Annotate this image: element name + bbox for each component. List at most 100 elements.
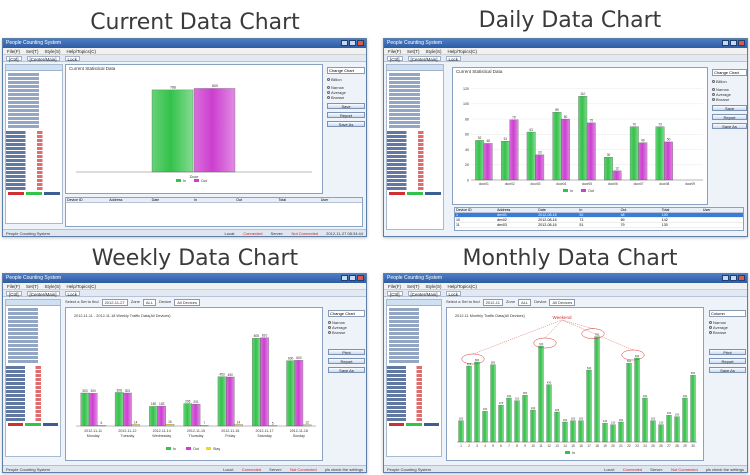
option-narrow[interactable]: Narrow (328, 320, 365, 325)
category-label: 24 (643, 444, 647, 448)
minimize-icon[interactable] (341, 40, 348, 46)
category-label: Thursday (189, 434, 204, 438)
chart-type-select[interactable]: Change Chart (328, 310, 365, 317)
tab-lock[interactable]: Lock (64, 291, 81, 297)
option-browse[interactable]: Browse (712, 97, 747, 102)
menu-file[interactable]: File(F) (388, 49, 401, 54)
chart-type-select[interactable]: Change Chart (327, 67, 365, 74)
close-icon[interactable] (357, 40, 364, 46)
report-button[interactable]: Report (709, 358, 746, 364)
window-title: People Counting System (387, 40, 443, 46)
data-label: 63 (529, 128, 533, 132)
tab-center[interactable]: [Center/Main] (26, 56, 60, 62)
menu-set[interactable]: Set(T) (407, 284, 420, 289)
data-label: 80 (564, 115, 568, 119)
chart-type-select[interactable]: Column (709, 310, 746, 317)
close-icon[interactable] (738, 275, 745, 281)
minimize-icon[interactable] (722, 275, 729, 281)
menu-style[interactable]: Style(S) (425, 49, 442, 54)
option-narrow[interactable]: Narrow (709, 320, 746, 325)
option-browse[interactable]: Browse (327, 95, 365, 100)
device-select[interactable]: All Devices (549, 298, 576, 306)
option-average[interactable]: Average (328, 325, 365, 330)
maximize-icon[interactable] (730, 40, 737, 46)
close-icon[interactable] (357, 275, 364, 281)
tab-ctrl[interactable]: [Ctrl] (6, 291, 22, 297)
bar-in (682, 397, 688, 443)
category-label: door05 (582, 182, 592, 186)
option-browse[interactable]: Browse (709, 330, 746, 335)
device-select[interactable]: All Devices (174, 298, 201, 306)
date-picker[interactable]: 2012-11-27 (101, 298, 128, 306)
category-label: 12 (547, 444, 551, 448)
option-average[interactable]: Average (712, 92, 747, 97)
data-label: 600 (475, 358, 480, 362)
device-tree-sidebar[interactable] (5, 299, 61, 457)
chart-type-select[interactable]: Change Chart (712, 69, 747, 76)
bar-out (561, 118, 570, 181)
print-button[interactable]: Print (328, 349, 365, 355)
save-as-button[interactable]: Save As (328, 367, 365, 373)
category-label: 20 (611, 444, 615, 448)
tab-lock[interactable]: Lock (445, 56, 462, 62)
tab-lock[interactable]: Lock (445, 291, 462, 297)
month-picker[interactable]: 2012-11 (482, 298, 503, 306)
maximize-icon[interactable] (349, 275, 356, 281)
menu-style[interactable]: Style(S) (425, 284, 442, 289)
tab-ctrl[interactable]: [Ctrl] (6, 56, 22, 62)
data-label: 800 (212, 84, 218, 88)
weekend-pointer (472, 319, 563, 355)
maximize-icon[interactable] (349, 40, 356, 46)
menu-set[interactable]: Set(T) (26, 284, 39, 289)
option-average[interactable]: Average (327, 90, 365, 95)
tab-center[interactable]: [Center/Main] (407, 56, 441, 62)
option-narrow[interactable]: Narrow (327, 85, 365, 90)
menu-help[interactable]: Help/Topics(C) (447, 284, 478, 289)
zone-select[interactable]: ALL (142, 298, 156, 306)
device-tree-sidebar[interactable] (386, 299, 442, 457)
table-row[interactable]: 11 dev03 2012-08-16 51 79 130 (455, 223, 743, 228)
menu-set[interactable]: Set(T) (407, 49, 420, 54)
report-button[interactable]: Report (712, 114, 747, 120)
device-tree-sidebar[interactable] (5, 64, 63, 224)
option-average[interactable]: Average (709, 325, 746, 330)
zone-select[interactable]: ALL (518, 298, 532, 306)
close-icon[interactable] (738, 40, 745, 46)
device-tree-sidebar[interactable] (386, 64, 444, 230)
menu-style[interactable]: Style(S) (44, 284, 61, 289)
menu-file[interactable]: File(F) (7, 284, 20, 289)
tab-lock[interactable]: Lock (64, 56, 81, 62)
y-tick-label: 80 (465, 117, 469, 121)
print-button[interactable]: Print (709, 349, 746, 355)
save-as-button[interactable]: Save As (709, 367, 746, 373)
menu-help[interactable]: Help/Topics(C) (66, 284, 97, 289)
save-button[interactable]: Save (712, 105, 747, 111)
option-narrow[interactable]: Narrow (712, 87, 747, 92)
menu-file[interactable]: File(F) (7, 49, 20, 54)
data-label: 7 (203, 421, 205, 425)
minimize-icon[interactable] (341, 275, 348, 281)
tab-ctrl[interactable]: [Ctrl] (387, 56, 403, 62)
option-browse[interactable]: Browse (328, 330, 365, 335)
tab-ctrl[interactable]: [Ctrl] (387, 291, 403, 297)
maximize-icon[interactable] (730, 275, 737, 281)
bar-in (498, 405, 504, 443)
table-row[interactable]: 10 dev02 2012-08-16 73 69 142 (455, 218, 743, 223)
report-button[interactable]: Report (328, 358, 365, 364)
menu-style[interactable]: Style(S) (44, 49, 61, 54)
tab-center[interactable]: [Center/Main] (407, 291, 441, 297)
tab-center[interactable]: [Center/Main] (26, 291, 60, 297)
save-button[interactable]: Save (327, 103, 365, 109)
save-as-button[interactable]: Save As (327, 121, 365, 127)
bar-in (658, 424, 664, 443)
report-button[interactable]: Report (327, 112, 365, 118)
option-billion[interactable]: Billion (327, 77, 365, 82)
option-billion[interactable]: Billion (712, 79, 747, 84)
menu-help[interactable]: Help/Topics(C) (447, 49, 478, 54)
minimize-icon[interactable] (722, 40, 729, 46)
table-row[interactable]: 1 dev01 2012-08-16 52 48 100 (455, 213, 743, 218)
menu-set[interactable]: Set(T) (26, 49, 39, 54)
menu-help[interactable]: Help/Topics(C) (66, 49, 97, 54)
menu-file[interactable]: File(F) (388, 284, 401, 289)
save-as-button[interactable]: Save As (712, 123, 747, 129)
